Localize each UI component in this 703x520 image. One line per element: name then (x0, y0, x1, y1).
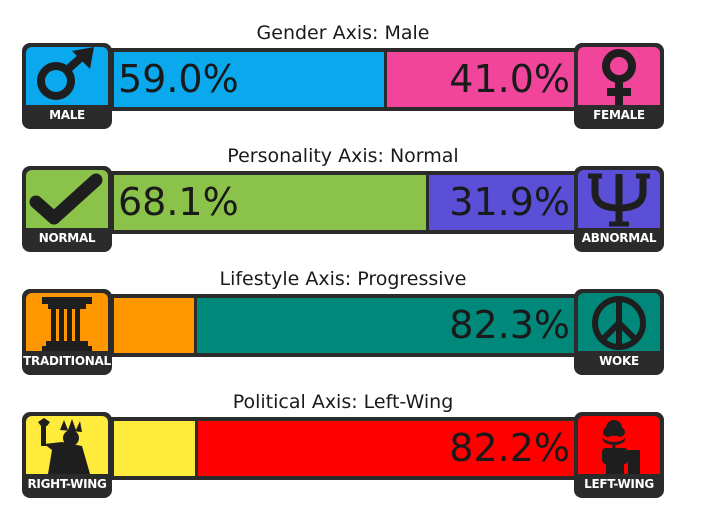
male-symbol-icon (37, 47, 94, 100)
axis-bar: 82.3% (110, 294, 578, 357)
personality-axis: Personality Axis: Normal 68.1% 31.9% NOR… (0, 143, 703, 263)
male-badge: MALE (22, 43, 112, 129)
right-segment (427, 175, 574, 230)
badge-label: LEFT-WING (584, 477, 654, 491)
left-segment (114, 52, 385, 107)
right-percent: 31.9% (449, 180, 570, 224)
female-badge: FEMALE (574, 43, 664, 129)
traditional-badge: TRADITIONAL (22, 289, 112, 375)
checkmark-icon (29, 173, 103, 225)
normal-badge: NORMAL (22, 166, 112, 252)
peace-sign-icon (592, 296, 646, 350)
axis-title: Lifestyle Axis: Progressive (219, 268, 467, 290)
badge-label: RIGHT-WING (27, 477, 107, 491)
left-segment (114, 175, 427, 230)
gender-axis: Gender Axis: Male 59.0% 41.0% MALE FEMAL… (0, 20, 703, 140)
bar-divider (384, 52, 387, 107)
bar-divider (426, 175, 429, 230)
left-segment (114, 421, 196, 476)
axis-bar: 82.2% (110, 417, 578, 480)
axis-title: Personality Axis: Normal (227, 145, 459, 167)
left-segment (114, 298, 195, 353)
badge-label: MALE (49, 108, 85, 122)
left-percent: 59.0% (118, 57, 239, 101)
lifestyle-axis: Lifestyle Axis: Progressive 82.3% TRADIT… (0, 266, 703, 386)
badge-label: TRADITIONAL (23, 354, 111, 368)
statue-of-liberty-icon (38, 418, 90, 474)
greek-column-icon (42, 297, 92, 351)
badge-label: FEMALE (593, 108, 645, 122)
axis-title: Political Axis: Left-Wing (232, 391, 454, 413)
axis-bar: 68.1% 31.9% (110, 171, 578, 234)
bar-divider (194, 298, 197, 353)
psi-icon (588, 173, 650, 227)
right-percent: 82.2% (449, 426, 570, 470)
rose-fist-icon (602, 420, 640, 474)
right-segment (195, 298, 574, 353)
political-axis: Political Axis: Left-Wing 82.2% RIGHT-WI… (0, 389, 703, 509)
right-percent: 41.0% (449, 57, 570, 101)
badge-label: ABNORMAL (581, 231, 657, 245)
right-wing-badge: RIGHT-WING (22, 412, 112, 498)
badge-label: NORMAL (38, 231, 96, 245)
axis-bar: 59.0% 41.0% (110, 48, 578, 111)
abnormal-badge: ABNORMAL (574, 166, 664, 252)
right-percent: 82.3% (449, 303, 570, 347)
right-segment (385, 52, 574, 107)
badge-label: WOKE (599, 354, 639, 368)
left-percent: 68.1% (118, 180, 239, 224)
woke-badge: WOKE (574, 289, 664, 375)
female-symbol-icon (602, 49, 636, 105)
right-segment (196, 421, 574, 476)
left-wing-badge: LEFT-WING (574, 412, 664, 498)
axis-title: Gender Axis: Male (256, 22, 430, 44)
bar-divider (195, 421, 198, 476)
